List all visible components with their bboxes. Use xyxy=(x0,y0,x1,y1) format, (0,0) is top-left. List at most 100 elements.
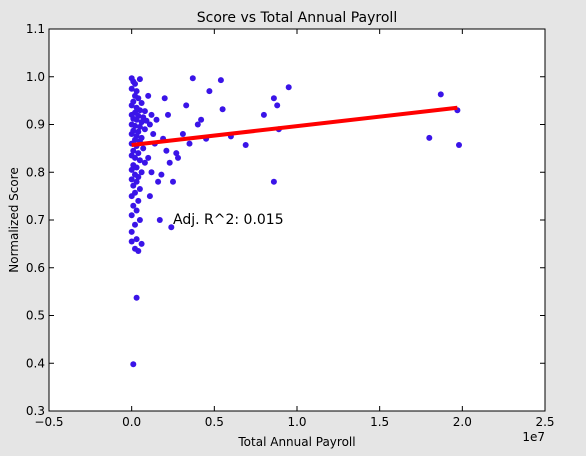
data-point xyxy=(138,240,145,247)
y-tick-label: 0.8 xyxy=(26,165,45,179)
y-tick-label: 0.5 xyxy=(26,309,45,323)
data-point xyxy=(186,140,193,147)
data-point xyxy=(128,238,135,245)
data-point xyxy=(270,95,277,102)
chart-title: Score vs Total Annual Payroll xyxy=(197,10,397,26)
data-point xyxy=(136,76,143,83)
data-point xyxy=(133,294,140,301)
x-axis-offset-label: 1e7 xyxy=(522,430,545,444)
x-tick-label: 2.5 xyxy=(535,415,554,429)
data-point xyxy=(128,166,135,173)
data-point xyxy=(148,111,155,118)
data-point xyxy=(189,75,196,82)
data-point xyxy=(128,212,135,219)
data-point xyxy=(128,85,135,92)
data-marks xyxy=(128,75,462,368)
data-point xyxy=(128,193,135,200)
data-point xyxy=(128,176,135,183)
data-point xyxy=(426,134,433,141)
data-point xyxy=(153,116,160,123)
data-point xyxy=(130,361,137,368)
y-axis-label: Normalized Score xyxy=(7,167,21,272)
data-point xyxy=(138,119,145,126)
data-point xyxy=(135,248,142,254)
data-point xyxy=(128,228,135,235)
x-tick-label: 0.5 xyxy=(205,415,224,429)
data-point xyxy=(133,236,140,243)
data-point xyxy=(130,147,137,154)
data-point xyxy=(270,178,277,185)
x-tick-label: −0.5 xyxy=(34,415,63,429)
data-point xyxy=(135,95,142,102)
y-tick-label: 0.6 xyxy=(26,261,45,275)
data-point xyxy=(145,92,152,99)
data-point xyxy=(150,131,157,137)
x-tick-label: 0.0 xyxy=(122,415,141,429)
plot-area xyxy=(49,29,545,411)
data-point xyxy=(145,154,152,161)
data-point xyxy=(130,182,137,189)
data-point xyxy=(161,95,168,102)
x-tick-label: 2.0 xyxy=(453,415,472,429)
y-tick-label: 0.4 xyxy=(26,356,45,370)
data-point xyxy=(437,91,444,98)
data-point xyxy=(141,126,148,133)
data-point xyxy=(155,178,162,185)
data-point xyxy=(133,88,140,95)
data-point xyxy=(260,111,267,118)
data-point xyxy=(128,102,135,109)
data-point xyxy=(136,186,143,192)
y-tick-label: 0.9 xyxy=(26,118,45,132)
data-point xyxy=(140,145,147,152)
data-point xyxy=(166,159,173,166)
data-point xyxy=(141,159,148,166)
data-point xyxy=(219,106,226,113)
data-point xyxy=(194,121,201,128)
data-point xyxy=(136,157,143,164)
data-point xyxy=(175,154,181,161)
data-point xyxy=(242,142,249,148)
data-point xyxy=(146,193,153,200)
data-point xyxy=(146,121,153,128)
data-point xyxy=(132,221,138,228)
x-tick-label: 1.5 xyxy=(370,415,389,429)
data-point xyxy=(136,123,143,130)
data-point xyxy=(130,202,137,209)
r-squared-annotation: Adj. R^2: 0.015 xyxy=(173,212,284,228)
data-point xyxy=(217,77,224,84)
data-point xyxy=(138,169,145,176)
data-point xyxy=(170,178,176,185)
y-tick-label: 0.3 xyxy=(26,404,45,418)
data-point xyxy=(132,80,138,87)
data-point xyxy=(274,102,281,109)
data-point xyxy=(138,100,145,106)
data-point xyxy=(285,84,292,91)
data-point xyxy=(183,102,190,109)
data-point xyxy=(135,150,142,157)
data-point xyxy=(163,147,170,154)
data-point xyxy=(135,174,142,180)
data-point xyxy=(158,171,165,178)
axis-ticks: −0.5 0.0 0.5 1.0 1.5 2.0 2.5 0.3 0.4 0.5 0.6 0.7 0.8… xyxy=(26,22,555,429)
data-point xyxy=(156,217,163,223)
data-point xyxy=(179,131,186,137)
data-point xyxy=(133,207,140,214)
x-tick-label: 1.0 xyxy=(287,415,306,429)
data-point xyxy=(206,88,213,95)
data-point xyxy=(128,131,135,137)
y-tick-label: 0.7 xyxy=(26,213,45,227)
data-point xyxy=(141,108,148,115)
y-tick-label: 1.0 xyxy=(26,70,45,84)
data-point xyxy=(148,169,155,176)
y-tick-label: 1.1 xyxy=(26,22,45,36)
data-point xyxy=(135,197,142,204)
data-point xyxy=(136,107,143,114)
regression-line xyxy=(131,105,458,148)
data-point xyxy=(133,116,140,123)
data-point xyxy=(198,116,205,123)
data-point xyxy=(173,150,180,157)
data-point xyxy=(133,164,140,171)
data-point xyxy=(132,122,138,129)
data-point xyxy=(136,217,143,223)
